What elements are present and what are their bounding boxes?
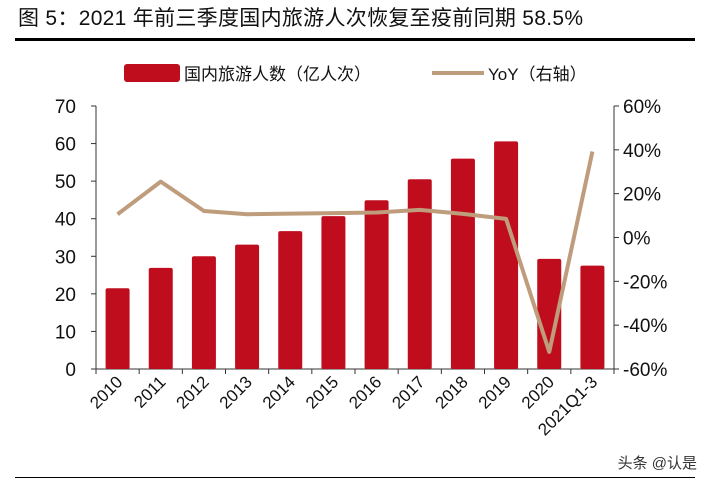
right-tick-label: 40% xyxy=(623,141,661,162)
x-tick-label: 2020 xyxy=(518,372,558,412)
x-tick-label: 2015 xyxy=(302,372,342,412)
bar-2021Q1-3 xyxy=(580,265,605,369)
left-tick-label: 10 xyxy=(55,322,76,343)
bar-2011 xyxy=(148,267,173,369)
bar-2015 xyxy=(321,216,346,369)
bar-2019 xyxy=(494,141,519,369)
bar-2014 xyxy=(278,231,303,369)
x-tick-label: 2010 xyxy=(86,372,126,412)
x-tick-label: 2013 xyxy=(216,372,256,412)
x-tick-label: 2014 xyxy=(259,372,299,412)
bar-2013 xyxy=(235,244,260,369)
watermark: 头条 @认是 xyxy=(617,455,697,472)
x-tick-label: 2018 xyxy=(432,372,472,412)
x-tick-label: 2016 xyxy=(345,372,385,412)
left-tick-label: 0 xyxy=(65,360,76,381)
x-tick-label: 2017 xyxy=(388,372,428,412)
x-tick-label: 2011 xyxy=(130,372,169,411)
legend-bar-swatch xyxy=(124,64,180,82)
left-tick-label: 70 xyxy=(55,97,76,118)
chart-title: 图 5：2021 年前三季度国内旅游人次恢复至疫前同期 58.5% xyxy=(18,7,584,30)
right-tick-label: -40% xyxy=(623,316,667,337)
right-tick-label: -20% xyxy=(623,272,667,293)
right-tick-label: 20% xyxy=(623,185,661,206)
left-tick-label: 30 xyxy=(55,247,76,268)
title-divider xyxy=(15,38,695,41)
x-tick-label: 2012 xyxy=(173,372,213,412)
bar-2020 xyxy=(537,258,562,369)
right-tick-label: 0% xyxy=(623,229,651,250)
bottom-divider xyxy=(15,477,695,478)
legend-bar-label: 国内旅游人数（亿人次） xyxy=(184,65,371,84)
left-tick-label: 40 xyxy=(55,210,76,231)
yoy-line xyxy=(116,151,595,354)
bar-2010 xyxy=(105,288,130,369)
left-tick-label: 50 xyxy=(55,172,76,193)
bar-2017 xyxy=(407,179,432,369)
left-tick-label: 20 xyxy=(55,285,76,306)
bar-2012 xyxy=(191,256,216,369)
legend-line-label: YoY（右轴） xyxy=(488,65,587,84)
bar-2016 xyxy=(364,200,389,369)
bar-2018 xyxy=(450,158,475,369)
x-tick-label: 2019 xyxy=(475,372,515,412)
left-tick-label: 60 xyxy=(55,135,76,156)
right-tick-label: -60% xyxy=(623,360,667,381)
right-tick-label: 60% xyxy=(623,97,661,118)
